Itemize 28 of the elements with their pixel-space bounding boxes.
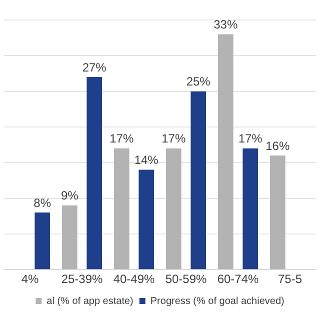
bar	[62, 205, 78, 270]
bar	[242, 148, 258, 270]
data-label: 9%	[60, 188, 79, 203]
data-label: 33%	[214, 18, 238, 32]
data-label: 8%	[34, 196, 52, 210]
data-label: 17%	[162, 132, 186, 146]
bar	[190, 91, 206, 270]
data-label: 17%	[110, 132, 134, 146]
bar	[86, 77, 102, 270]
x-tick-label: 40-49%	[113, 272, 156, 286]
bar	[34, 212, 50, 270]
bar	[270, 155, 286, 270]
legend-label: al (% of app estate)	[46, 296, 134, 307]
data-label: 25%	[186, 74, 211, 89]
bar	[138, 170, 154, 270]
data-label: 16%	[266, 138, 290, 153]
bar	[114, 148, 130, 270]
bar	[166, 148, 182, 270]
data-label: 17%	[238, 132, 263, 146]
x-tick-label: 50-59%	[165, 272, 208, 286]
legend-label: Progress (% of goal achieved)	[150, 296, 284, 307]
x-tick-label: 4%	[21, 272, 39, 286]
x-tick-label: 75-5	[278, 272, 302, 286]
data-label: 27%	[82, 60, 107, 74]
x-tick-label: 25-39%	[61, 272, 104, 286]
x-tick-label: 60-74%	[217, 272, 260, 286]
bar	[218, 34, 234, 270]
data-label: 14%	[134, 153, 159, 168]
